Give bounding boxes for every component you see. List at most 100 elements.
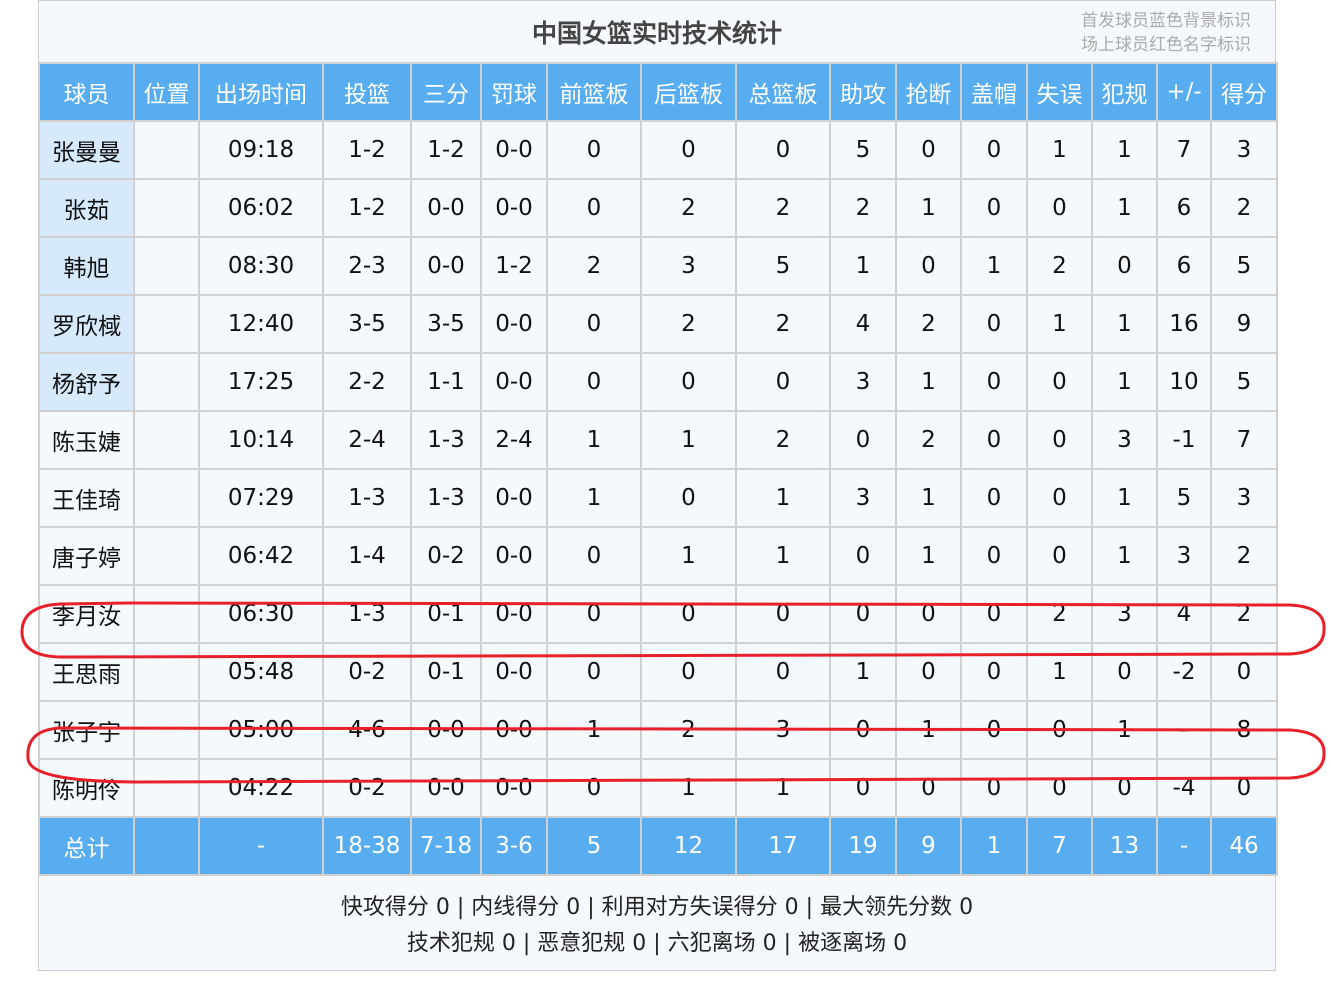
stat-cell: 1	[1091, 468, 1158, 528]
stat-cell: 5	[1210, 352, 1278, 412]
stat-cell: 1	[1091, 294, 1158, 354]
stat-cell: 5	[1210, 236, 1278, 296]
player-name: 陈明伶	[38, 758, 135, 818]
stat-cell: 0	[1091, 642, 1158, 702]
stat-cell: 0-0	[480, 120, 548, 180]
column-header[interactable]: +/-	[1156, 62, 1212, 122]
stat-cell: 2	[735, 410, 831, 470]
stat-cell: 0	[895, 584, 962, 644]
player-row: 杨舒予 17:25 2-2 1-1 0-0 0 0 0 3 1 0 0 1 10 5	[38, 352, 1278, 412]
stat-cell: 1-3	[410, 410, 482, 470]
stat-cell: 0	[546, 758, 642, 818]
stat-cell: 2	[640, 294, 737, 354]
column-header[interactable]: 球员	[38, 62, 135, 122]
column-header[interactable]: 后篮板	[640, 62, 737, 122]
column-header[interactable]: 得分	[1210, 62, 1278, 122]
stat-cell	[133, 526, 200, 586]
stat-cell: 0-0	[480, 468, 548, 528]
column-header[interactable]: 助攻	[829, 62, 897, 122]
column-header[interactable]: 总篮板	[735, 62, 831, 122]
stat-cell: 1	[546, 410, 642, 470]
stat-cell: 0	[895, 120, 962, 180]
total-cell: 17	[735, 816, 831, 876]
column-header[interactable]: 出场时间	[198, 62, 324, 122]
stat-cell: 0-1	[410, 584, 482, 644]
stat-cell: 0-0	[410, 236, 482, 296]
stat-cell: 10	[1156, 352, 1212, 412]
stat-cell: 0	[546, 584, 642, 644]
stat-cell: 1	[735, 468, 831, 528]
stat-cell: 1	[1091, 526, 1158, 586]
stat-cell: 2	[1210, 178, 1278, 238]
stat-cell: 1	[735, 526, 831, 586]
stat-cell: 0	[1026, 410, 1093, 470]
stat-cell: 0	[640, 352, 737, 412]
stat-cell: 2	[895, 294, 962, 354]
stat-cell: 1-2	[480, 236, 548, 296]
stat-cell	[133, 700, 200, 760]
stat-cell: 0	[640, 468, 737, 528]
column-header[interactable]: 前篮板	[546, 62, 642, 122]
stat-cell: 05:00	[198, 700, 324, 760]
column-header[interactable]: 三分	[410, 62, 482, 122]
stat-cell: 5	[829, 120, 897, 180]
stat-cell: 06:30	[198, 584, 324, 644]
stat-cell: 5	[1156, 468, 1212, 528]
player-name: 陈玉婕	[38, 410, 135, 470]
total-cell: 13	[1091, 816, 1158, 876]
stat-cell: 12:40	[198, 294, 324, 354]
stat-cell: 1	[1026, 642, 1093, 702]
stat-cell: 0	[735, 584, 831, 644]
stat-cell: 1	[640, 526, 737, 586]
stat-cell: 0	[960, 642, 1028, 702]
stat-cell: 9	[1210, 294, 1278, 354]
stat-cell: 3-5	[410, 294, 482, 354]
player-row: 陈明伶 04:22 0-2 0-0 0-0 0 1 1 0 0 0 0 0 -4 0	[38, 758, 1278, 818]
column-header[interactable]: 位置	[133, 62, 200, 122]
column-header[interactable]: 抢断	[895, 62, 962, 122]
stat-cell: 08:30	[198, 236, 324, 296]
stat-cell: 04:22	[198, 758, 324, 818]
stat-cell: 4-6	[322, 700, 412, 760]
stat-cell: 1-2	[322, 178, 412, 238]
column-header[interactable]: 罚球	[480, 62, 548, 122]
stat-cell: -4	[1156, 758, 1212, 818]
stat-cell	[133, 294, 200, 354]
total-cell: 总计	[38, 816, 135, 876]
stat-cell: 2	[829, 178, 897, 238]
total-cell: 18-38	[322, 816, 412, 876]
stat-cell: -2	[1156, 642, 1212, 702]
stat-cell: 0	[546, 120, 642, 180]
stat-cell	[133, 468, 200, 528]
stat-cell: 0	[735, 642, 831, 702]
player-row: 罗欣棫 12:40 3-5 3-5 0-0 0 2 2 4 2 0 1 1 16 9	[38, 294, 1278, 354]
stat-cell: 0	[829, 700, 897, 760]
column-header[interactable]: 盖帽	[960, 62, 1028, 122]
stat-cell: -	[1156, 700, 1212, 760]
stat-cell: 0-0	[480, 178, 548, 238]
player-row: 张子宇 05:00 4-6 0-0 0-0 1 2 3 0 1 0 0 1-8	[38, 700, 1278, 760]
column-header[interactable]: 投篮	[322, 62, 412, 122]
stat-cell: 0	[895, 642, 962, 702]
stat-cell: 0	[960, 120, 1028, 180]
stat-cell: 1	[546, 468, 642, 528]
player-name: 罗欣棫	[38, 294, 135, 354]
player-row: 张曼曼 09:18 1-2 1-2 0-0 0 0 0 5 0 0 1 1 7 3	[38, 120, 1278, 180]
stat-cell: 6	[1156, 178, 1212, 238]
stat-cell: 0-0	[410, 178, 482, 238]
summary-footer: 快攻得分 0 | 内线得分 0 | 利用对方失误得分 0 | 最大领先分数 0 …	[38, 876, 1276, 971]
stat-cell: 0	[1026, 758, 1093, 818]
stat-cell: 1	[829, 642, 897, 702]
stat-cell: 3	[1091, 410, 1158, 470]
stat-cell: 1	[1091, 700, 1158, 760]
stat-cell: 0-0	[480, 584, 548, 644]
stat-cell: 1	[640, 410, 737, 470]
stat-cell: 1	[895, 468, 962, 528]
stat-cell: 7	[1156, 120, 1212, 180]
stat-cell: 0	[960, 468, 1028, 528]
stat-cell: 3	[1210, 120, 1278, 180]
stat-cell: 0-0	[480, 352, 548, 412]
column-header[interactable]: 失误	[1026, 62, 1093, 122]
column-header[interactable]: 犯规	[1091, 62, 1158, 122]
stat-cell: 0-1	[410, 642, 482, 702]
